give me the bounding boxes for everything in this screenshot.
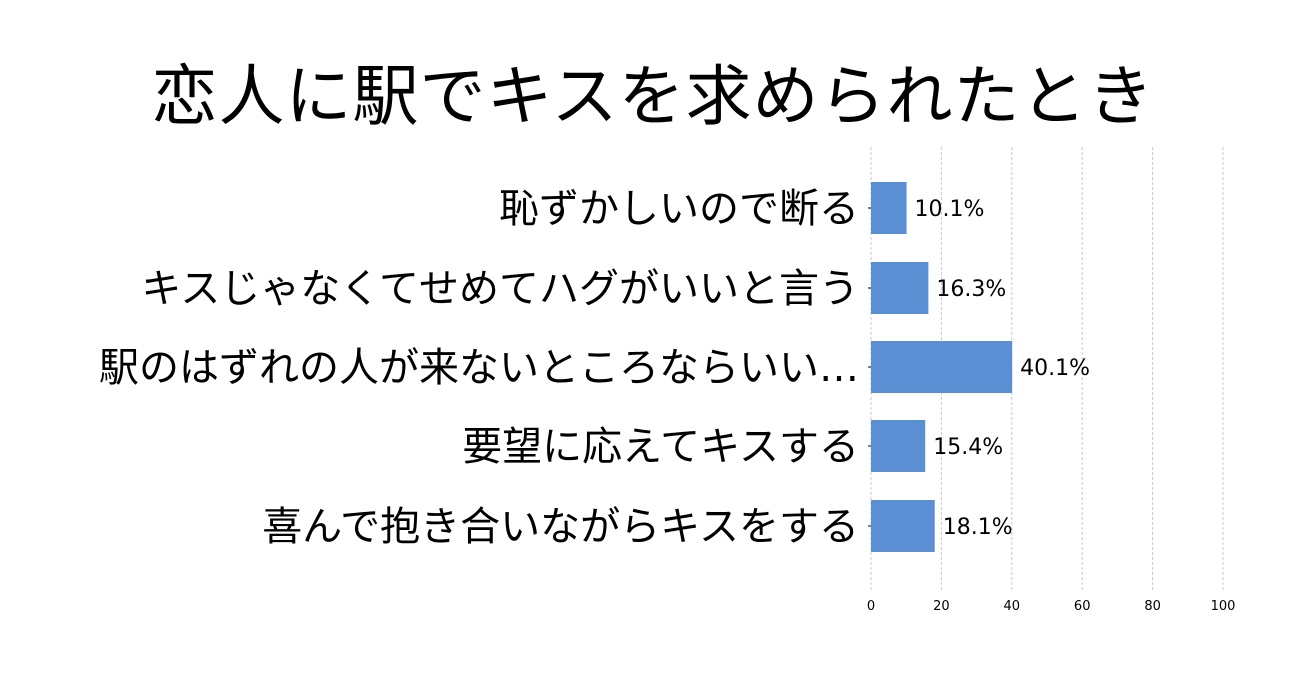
x-tick-label: 0 xyxy=(867,599,875,614)
value-labels: 10.1% 16.3% 40.1% 15.4% 18.1% xyxy=(915,197,1090,540)
x-tick-label: 20 xyxy=(933,599,950,614)
value-label: 10.1% xyxy=(915,197,985,222)
category-labels: 恥ずかしいので断るキスじゃなくてせめてハグがいいと言う駅のはずれの人が来ないとこ… xyxy=(99,186,871,550)
bar xyxy=(871,262,929,314)
category-label: 恥ずかしいので断る xyxy=(499,186,859,232)
bar xyxy=(871,500,935,552)
bars xyxy=(871,182,1013,552)
bar xyxy=(871,420,926,472)
chart-title: 恋人に駅でキスを求められたとき xyxy=(151,58,1155,135)
x-tick-label: 100 xyxy=(1211,599,1236,614)
bar xyxy=(871,182,907,234)
bar xyxy=(871,341,1013,393)
category-label: キスじゃなくてせめてハグがいいと言う xyxy=(141,266,859,312)
value-label: 18.1% xyxy=(943,515,1013,540)
category-label: 喜んで抱き合いながらキスをする xyxy=(262,504,859,550)
value-label: 16.3% xyxy=(936,277,1006,302)
x-tick-label: 80 xyxy=(1144,599,1161,614)
category-label: 駅のはずれの人が来ないところならいい… xyxy=(99,345,859,391)
x-tick-label: 60 xyxy=(1074,599,1091,614)
value-label: 40.1% xyxy=(1020,356,1090,381)
x-tick-label: 40 xyxy=(1004,599,1021,614)
category-label: 要望に応えてキスする xyxy=(462,424,859,470)
x-axis-ticks: 0 20 40 60 80 100 xyxy=(867,599,1236,614)
value-label: 15.4% xyxy=(933,435,1003,460)
